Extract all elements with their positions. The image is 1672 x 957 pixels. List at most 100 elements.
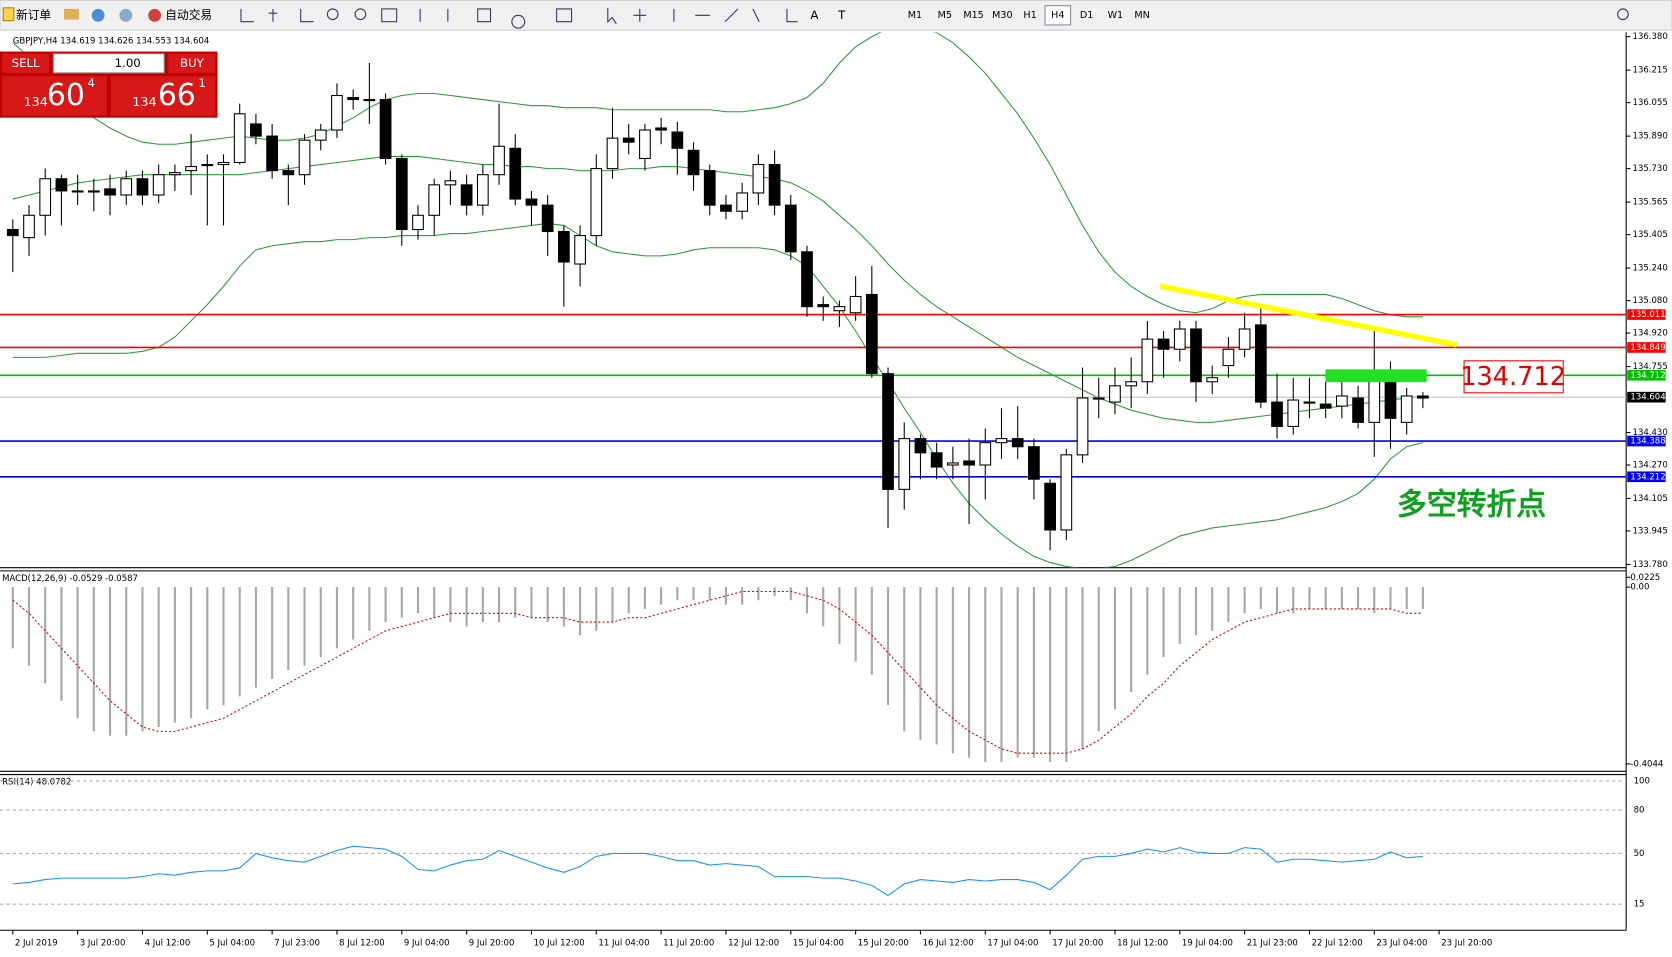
candle-body: [1092, 397, 1105, 400]
text-tool[interactable]: A: [810, 8, 818, 22]
chart-header: GBPJPY,H4 134.619 134.626 134.553 134.60…: [13, 36, 209, 46]
candle-body: [412, 214, 424, 231]
candle-body: [655, 127, 667, 131]
timeframe-button[interactable]: M1: [908, 10, 922, 21]
x-tick-label: 7 Jul 23:00: [274, 939, 320, 949]
candle-body: [898, 438, 911, 490]
timeframe-button[interactable]: D1: [1080, 10, 1093, 21]
timeframe-button[interactable]: M15: [963, 10, 983, 21]
x-tick-label: 9 Jul 20:00: [469, 939, 515, 949]
lots-input[interactable]: [52, 53, 165, 74]
candle-body: [1076, 397, 1089, 456]
candle-body: [120, 178, 133, 196]
timeframe-button[interactable]: W1: [1108, 10, 1124, 21]
chart-type-icons[interactable]: [240, 8, 314, 23]
candle-body: [428, 184, 441, 216]
new-order-icon[interactable]: [2, 7, 15, 22]
x-tick-label: 2 Jul 2019: [15, 939, 58, 949]
timeframe-button[interactable]: MN: [1134, 10, 1149, 21]
icon[interactable]: [63, 8, 79, 20]
price-level-label: 134.849: [1630, 343, 1665, 353]
candle-body: [1352, 397, 1364, 423]
candle-body: [914, 438, 927, 454]
bollinger-upper: [12, 32, 1423, 318]
candle-body: [752, 164, 765, 194]
lots-value[interactable]: 1.00: [115, 56, 141, 70]
icons[interactable]: [419, 8, 573, 29]
candle-body: [1238, 328, 1251, 350]
buy-label[interactable]: BUY: [180, 56, 205, 70]
rsi-tick-label: 80: [1634, 805, 1645, 815]
candle-body: [1303, 401, 1316, 404]
candle-body: [379, 99, 392, 159]
timeframe-button[interactable]: M5: [938, 10, 952, 21]
rsi-line: [12, 845, 1423, 897]
macd-tick-label: -0.4044: [1630, 759, 1663, 769]
y-tick-label: 135.405: [1633, 230, 1668, 240]
candle-body: [1157, 338, 1170, 350]
new-order-button[interactable]: 新订单: [16, 8, 51, 22]
tool-icons: [240, 7, 798, 29]
timeframe-button[interactable]: H1: [1023, 10, 1036, 21]
x-tick-label: 21 Jul 23:00: [1247, 939, 1298, 949]
timeframe-button[interactable]: M30: [992, 10, 1012, 21]
icon[interactable]: [119, 8, 133, 22]
timeframe-button[interactable]: H4: [1051, 10, 1064, 21]
candle-body: [882, 373, 894, 490]
price-level-tag: [1627, 342, 1666, 353]
auto-trading-icon[interactable]: [148, 8, 162, 22]
bid-pips: 60: [47, 78, 85, 113]
search[interactable]: [1617, 8, 1629, 21]
candle-body: [768, 164, 781, 206]
auto-trading-button[interactable]: 自动交易: [165, 8, 212, 22]
sell-label[interactable]: SELL: [12, 56, 40, 70]
y-tick-label: 135.730: [1633, 164, 1668, 174]
price-level-label: 135.011: [1630, 310, 1665, 320]
y-tick-label: 135.080: [1633, 296, 1668, 306]
y-tick-label: 135.565: [1633, 198, 1668, 208]
buy-button[interactable]: [168, 53, 216, 73]
x-tick-label: 4 Jul 12:00: [145, 939, 191, 949]
ask-big: 134: [132, 95, 156, 110]
price-level-label: 134.604: [1630, 393, 1665, 403]
ask-box[interactable]: [110, 76, 216, 116]
candle-body: [1141, 338, 1154, 383]
price-level-tag: [1627, 391, 1666, 403]
x-tick-label: 9 Jul 04:00: [404, 939, 450, 949]
candle-body: [1336, 395, 1348, 407]
price-callout-box: [1463, 360, 1564, 394]
toolbar-bg: [0, 0, 1672, 31]
candle-body: [444, 180, 457, 186]
sell-button[interactable]: [2, 53, 50, 73]
draw-tools[interactable]: [607, 7, 798, 25]
bid-big: 134: [23, 95, 47, 110]
x-tick-label: 10 Jul 12:00: [534, 939, 585, 949]
trendline: [1159, 283, 1458, 348]
candle-body: [217, 161, 230, 166]
rsi-tick-label: 15: [1634, 900, 1645, 910]
icon[interactable]: [91, 8, 105, 22]
price-callout: 134.712: [1460, 362, 1566, 392]
candle-body: [250, 123, 262, 137]
timeframes: M1 M5 M15 M30 H1 H4 D1 W1 MN: [908, 5, 1150, 26]
candle-body: [6, 228, 19, 237]
zoom-in[interactable]: [326, 8, 339, 21]
zoom-out[interactable]: [354, 8, 367, 21]
candle-body: [71, 190, 84, 193]
label-tool[interactable]: T: [837, 8, 846, 22]
candle-body: [1109, 385, 1121, 403]
bid-box[interactable]: [2, 76, 107, 116]
candle-body: [331, 94, 343, 131]
tile[interactable]: [381, 8, 398, 23]
x-tick-label: 17 Jul 04:00: [987, 939, 1038, 949]
x-tick-label: 15 Jul 04:00: [793, 939, 844, 949]
y-tick-label: 134.105: [1633, 494, 1668, 504]
macd-tick-label: 0.0225: [1630, 573, 1660, 583]
bid-frac: 4: [87, 76, 94, 90]
candle-body: [963, 460, 975, 466]
candle-body: [1384, 377, 1397, 419]
candle-body: [736, 192, 749, 212]
candle-body: [703, 170, 716, 206]
candle-body: [493, 145, 505, 176]
